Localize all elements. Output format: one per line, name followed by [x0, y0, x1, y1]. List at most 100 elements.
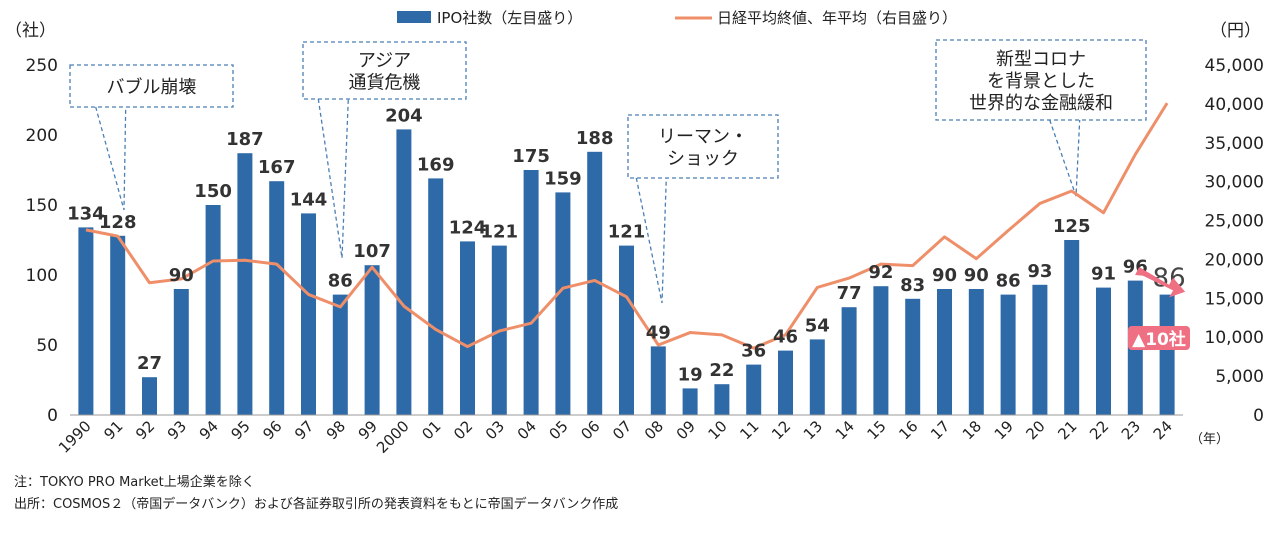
x-tick-label: 97 — [291, 417, 317, 443]
change-arrow — [1135, 267, 1186, 298]
bar-value-label: 134 — [67, 203, 105, 224]
left-tick-label: 200 — [26, 126, 58, 146]
annotation-pointer-bubble — [95, 106, 127, 211]
right-tick-label: 0 — [1253, 406, 1264, 426]
note-exclusion: 注：TOKYO PRO Market上場企業を除く — [14, 474, 255, 490]
bar — [173, 289, 189, 415]
bar-value-label: 77 — [837, 283, 862, 304]
bar-value-label: 46 — [773, 327, 798, 348]
bar-value-label: 124 — [449, 217, 487, 238]
right-tick-label: 45,000 — [1205, 56, 1264, 76]
bar — [142, 377, 157, 415]
legend: IPO社数（左目盛り） 日経平均終値、年平均（右目盛り） — [397, 9, 957, 27]
annotation-text-corona: 世界的な金融緩和 — [969, 93, 1113, 114]
bar — [778, 350, 793, 415]
x-axis-unit: （年） — [1190, 432, 1229, 447]
bar — [460, 241, 475, 415]
x-tick-label: 91 — [100, 417, 126, 443]
x-tick-label: 23 — [1118, 417, 1144, 443]
bar — [396, 129, 412, 415]
bar — [237, 153, 253, 415]
bar-value-label: 86 — [328, 271, 353, 292]
x-tick-label: 93 — [164, 417, 190, 443]
x-tick-label: 11 — [736, 417, 762, 443]
bar — [110, 235, 126, 415]
bar-value-label: 49 — [646, 322, 671, 343]
bar-value-label: 22 — [709, 360, 734, 381]
bar-value-labels: 1341282790150187167144861072041691241211… — [67, 105, 1148, 385]
x-tick-label: 22 — [1086, 417, 1112, 443]
left-tick-label: 250 — [26, 56, 58, 76]
bar-value-label: 188 — [576, 128, 614, 149]
x-tick-label: 02 — [450, 417, 476, 443]
bar-value-label: 86 — [996, 271, 1021, 292]
bar-value-label: 159 — [544, 168, 582, 189]
bar — [1096, 287, 1111, 415]
x-tick-label: 2000 — [373, 417, 413, 457]
bar — [968, 289, 984, 415]
x-tick-label: 19 — [991, 417, 1017, 443]
bar — [523, 170, 539, 415]
annotation-pointer-asia — [317, 98, 349, 259]
bar-value-label: 144 — [290, 189, 328, 210]
right-tick-label: 15,000 — [1205, 289, 1264, 309]
x-tick-label: 07 — [609, 417, 635, 443]
left-tick-label: 100 — [26, 266, 58, 286]
annotation-box-bubble — [69, 64, 234, 108]
bar — [1064, 240, 1080, 415]
bar-value-label: 19 — [678, 364, 703, 385]
x-tick-label: 05 — [545, 417, 571, 443]
bar — [555, 192, 571, 415]
x-tick-label: 13 — [800, 417, 826, 443]
line-series — [85, 102, 1169, 350]
bar-value-label: 27 — [137, 353, 162, 374]
legend-line-label: 日経平均終値、年平均（右目盛り） — [717, 9, 957, 27]
right-tick-label: 25,000 — [1205, 212, 1264, 232]
x-tick-label: 17 — [927, 417, 953, 443]
x-tick-label: 01 — [418, 417, 444, 443]
bar-value-label: 187 — [226, 129, 264, 150]
x-tick-label: 04 — [514, 417, 540, 443]
bar — [841, 307, 857, 415]
bar — [587, 151, 603, 416]
right-tick-label: 10,000 — [1205, 328, 1264, 348]
x-tick-label: 06 — [577, 417, 603, 443]
annotation-text-asia: アジア — [358, 51, 411, 72]
bar-value-label: 204 — [385, 105, 423, 126]
x-tick-label: 94 — [196, 417, 222, 443]
left-axis-unit: （社） — [5, 21, 56, 41]
x-tick-label: 03 — [482, 417, 508, 443]
bar — [905, 298, 921, 415]
bar — [682, 388, 698, 415]
bar-value-label: 121 — [608, 222, 646, 243]
bar-value-label: 83 — [900, 275, 925, 296]
bar — [269, 181, 285, 415]
left-tick-label: 50 — [36, 336, 58, 356]
bar — [937, 289, 952, 415]
annotation-text-lehman: ショック — [667, 149, 739, 170]
legend-bar-label: IPO社数（左目盛り） — [437, 9, 582, 27]
x-tick-label: 95 — [227, 417, 253, 443]
right-tick-label: 20,000 — [1205, 250, 1264, 270]
bar-value-label: 36 — [741, 341, 766, 362]
x-tick-label: 18 — [959, 417, 985, 443]
x-tick-label: 1990 — [55, 417, 95, 457]
left-tick-label: 0 — [47, 406, 58, 426]
bar — [1159, 294, 1175, 415]
bar — [873, 286, 889, 415]
x-tick-label: 10 — [704, 417, 730, 443]
x-tick-label: 92 — [132, 417, 158, 443]
x-tick-label: 98 — [323, 417, 349, 443]
annotation-box-corona — [935, 39, 1147, 121]
annotation-text-corona: 新型コロナ — [996, 49, 1086, 70]
bar — [1032, 284, 1048, 415]
bar — [746, 364, 762, 415]
bar-value-label: 175 — [512, 146, 550, 167]
annotation-pointer-corona — [1049, 119, 1081, 197]
x-tick-label: 24 — [1150, 417, 1176, 443]
nikkei-line — [85, 102, 1169, 350]
right-tick-label: 30,000 — [1205, 173, 1264, 193]
bar — [714, 384, 730, 415]
